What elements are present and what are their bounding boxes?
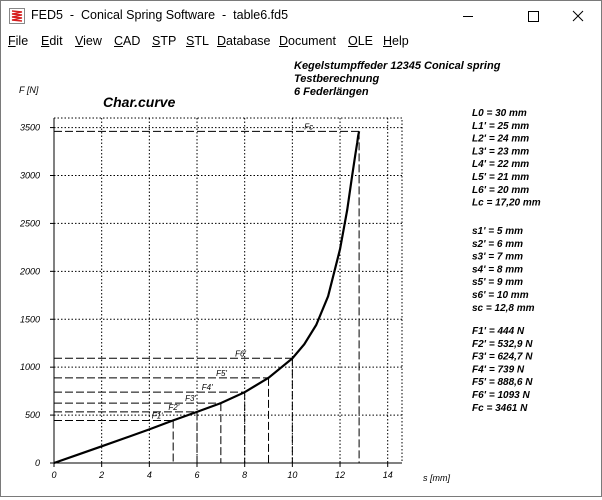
menu-cad[interactable]: CAD [114,34,141,48]
parameter-value: L1' = 25 mm [472,121,529,132]
parameter-value: Lc = 17,20 mm [472,198,541,209]
x-tick-label: 8 [242,470,247,480]
y-axis-label: F [N] [19,85,39,95]
force-marker-label: F4' [202,383,213,392]
parameter-value: s4' = 8 mm [472,264,523,275]
minimize-button[interactable] [445,1,491,31]
x-tick-label: 14 [383,470,393,480]
y-tick-label: 2000 [19,266,40,276]
plot-frame [53,117,403,464]
menu-stp[interactable]: STP [152,34,177,48]
minimize-icon [463,16,473,17]
x-tick-label: 4 [147,470,152,480]
parameter-value: sc = 12,8 mm [472,303,535,314]
force-marker-label: F5' [216,369,227,378]
parameter-value: F3' = 624,7 N [472,352,533,363]
y-tick-label: 500 [25,410,40,420]
menu-view[interactable]: View [75,34,102,48]
parameter-value: L6' = 20 mm [472,185,529,196]
force-marker-label: F3' [185,394,196,403]
fed5-spring-app-icon[interactable] [9,8,25,24]
menu-file[interactable]: File [8,34,29,48]
x-tick-label: 12 [335,470,345,480]
parameter-value: s1' = 5 mm [472,226,523,237]
parameter-value: s3' = 7 mm [472,252,523,263]
x-tick-label: 2 [98,470,104,480]
y-tick-label: 1000 [20,362,40,372]
parameter-value: L3' = 23 mm [472,146,529,157]
x-tick-label: 6 [195,470,200,480]
parameter-value: s6' = 10 mm [472,290,529,301]
force-marker-label: F1' [152,411,163,420]
maximize-button[interactable] [510,1,556,31]
x-tick-label: 0 [51,470,56,480]
chart-canvas: 0 2 4 6 8 10 12 140500100015002000250030003500 … [19,60,541,483]
y-tick-label: 0 [35,458,40,468]
x-axis-label: s [mm] [423,473,450,483]
menu-stl[interactable]: STL [186,34,209,48]
menu-database[interactable]: Database [217,34,271,48]
parameter-value: s2' = 6 mm [472,239,523,250]
characteristic-chart-view: 0 2 4 6 8 10 12 14 0 500 1000 1500 2000 2500 3000 3500 … [2,52,601,495]
parameter-value: Fc = 3461 N [472,403,528,414]
y-tick-label: 1500 [20,314,40,324]
menu-bar: File Edit View CAD STP STL Database Docu… [1,31,601,51]
close-icon [572,10,584,22]
spring-characteristic-curve [53,131,361,465]
parameter-value: L0 = 30 mm [472,108,527,119]
force-marker-layer [54,130,360,463]
curve-layer [53,131,361,465]
window-title: FED5 - Conical Spring Software - table6.… [31,8,289,22]
axis-layer: 0 2 4 6 8 10 12 14 0 500 1000 1500 2000 2500 3000 3500 [19,118,402,480]
x-tick-label: 10 [287,470,297,480]
y-tick-label: 2500 [19,218,40,228]
label-layer: F1' F2' F3' F4'F5' F6' Fc [152,122,313,420]
maximize-icon [528,11,539,22]
y-tick-label: 3000 [20,171,40,181]
parameter-value: F6' = 1093 N [472,390,530,401]
parameter-value: L2' = 24 mm [472,134,529,145]
parameter-value: F4' = 739 N [472,364,525,375]
force-marker-label: F6' [235,349,246,358]
parameter-value: L5' = 21 mm [472,172,529,183]
chart-title: Char.curve [103,94,176,110]
parameter-value: F5' = 888,6 N [472,377,533,388]
force-marker-label: F2' [168,403,179,412]
parameter-value: L4' = 22 mm [472,159,529,170]
title-bar[interactable]: FED5 - Conical Spring Software - table6.… [1,1,601,31]
force-marker-label: Fc [304,122,313,131]
header-line-2: Testberechnung [294,73,379,85]
y-tick-label: 3500 [20,123,40,133]
parameter-value: s5' = 9 mm [472,277,523,288]
parameter-value: F1' = 444 N [472,326,525,337]
grid-layer [53,117,403,464]
header-line-3: 6 Federlängen [294,86,369,98]
header-line-1: Kegelstumpffeder 12345 Conical spring [294,60,501,72]
menu-ole[interactable]: OLE [348,34,374,48]
menu-edit[interactable]: Edit [41,34,63,48]
close-button[interactable] [555,1,601,31]
menu-document[interactable]: Document [279,34,336,48]
parameter-value: F2' = 532,9 N [472,339,533,350]
menu-help[interactable]: Help [383,34,409,48]
